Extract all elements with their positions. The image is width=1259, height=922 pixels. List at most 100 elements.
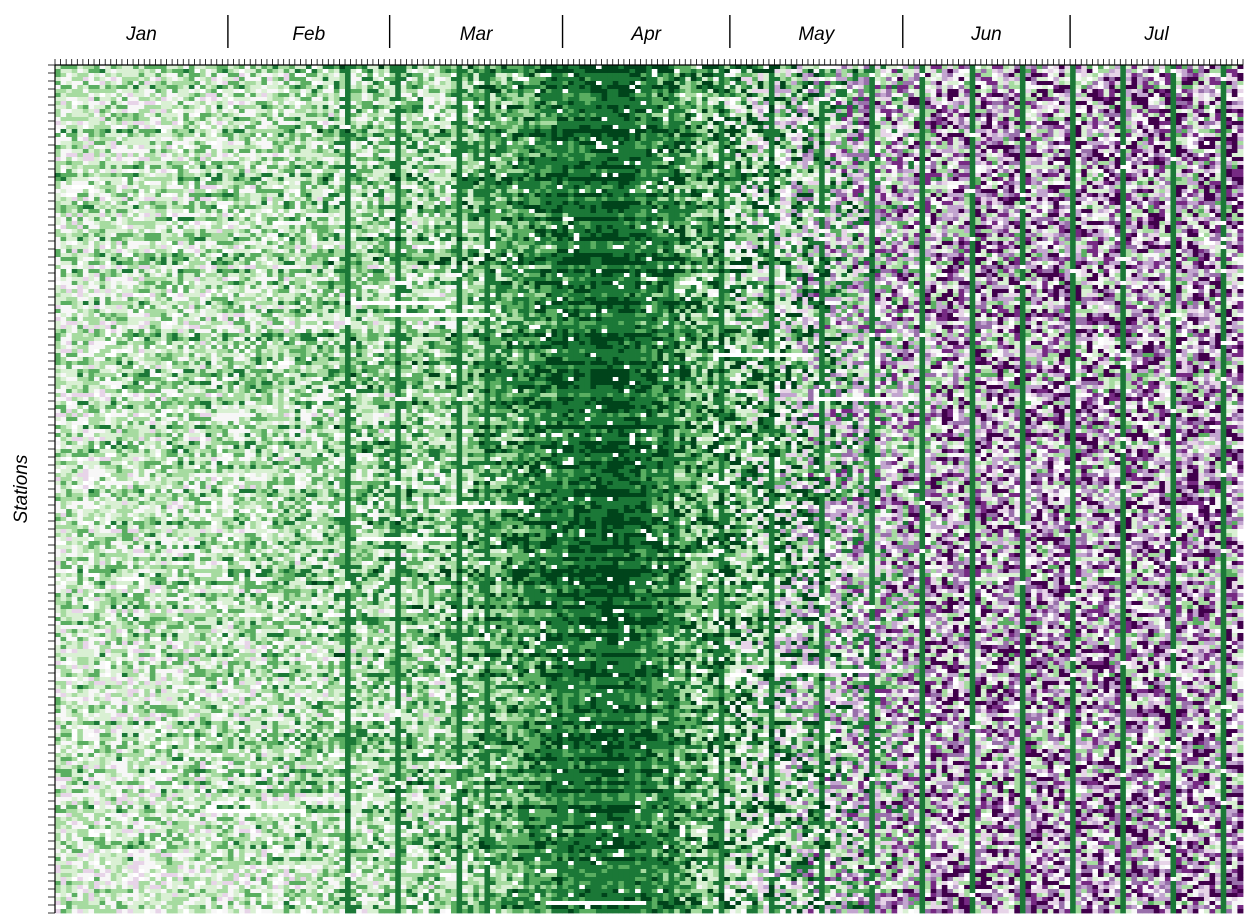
heatmap-cell [1198, 69, 1204, 73]
heatmap-cell [66, 117, 72, 121]
heatmap-cell [724, 73, 730, 77]
heatmap-cell [663, 69, 669, 73]
heatmap-cell [317, 105, 323, 109]
heatmap-cell [401, 93, 407, 97]
heatmap-cell [747, 97, 753, 101]
heatmap-cell [189, 77, 195, 81]
heatmap-cell [434, 105, 440, 109]
heatmap-cell [635, 125, 641, 129]
heatmap-cell [167, 113, 173, 117]
heatmap-cell [1193, 81, 1199, 85]
heatmap-cell [328, 105, 334, 109]
heatmap-cell [306, 77, 312, 81]
heatmap-cell [339, 73, 345, 77]
heatmap-cell [490, 109, 496, 113]
heatmap-cell [1176, 85, 1182, 89]
heatmap-cell [959, 97, 965, 101]
heatmap-cell [1204, 89, 1210, 93]
heatmap-cell [880, 113, 886, 117]
heatmap-cell [222, 81, 228, 85]
heatmap-cell [624, 81, 630, 85]
heatmap-cell [367, 101, 373, 105]
heatmap-cell [563, 125, 569, 129]
heatmap-cell [730, 109, 736, 113]
heatmap-cell [858, 89, 864, 93]
heatmap-cell [206, 97, 212, 101]
heatmap-cell [903, 85, 909, 89]
heatmap-cell [378, 65, 384, 69]
heatmap-cell [334, 121, 340, 125]
heatmap-cell [1092, 117, 1098, 121]
heatmap-cell [139, 85, 145, 89]
heatmap-cell [702, 121, 708, 125]
heatmap-cell [551, 125, 557, 129]
heatmap-cell [278, 125, 284, 129]
heatmap-cell [808, 105, 814, 109]
heatmap-cell [339, 125, 345, 129]
heatmap-cell [1237, 117, 1243, 121]
heatmap-cell [267, 89, 273, 93]
heatmap-cell [998, 65, 1004, 69]
heatmap-cell [953, 101, 959, 105]
heatmap-cell [574, 101, 580, 105]
heatmap-cell [1059, 69, 1065, 73]
heatmap-cell [920, 113, 926, 117]
heatmap-cell [585, 69, 591, 73]
heatmap-cell [657, 77, 663, 81]
heatmap-cell [568, 121, 574, 125]
heatmap-cell [295, 77, 301, 81]
heatmap-cell [77, 69, 83, 73]
heatmap-cell [278, 97, 284, 101]
heatmap-cell [769, 77, 775, 81]
heatmap-cell [496, 81, 502, 85]
heatmap-cell [741, 89, 747, 93]
heatmap-cell [206, 69, 212, 73]
heatmap-cell [1115, 121, 1121, 125]
heatmap-cell [613, 89, 619, 93]
heatmap-cell [183, 65, 189, 69]
heatmap-cell [239, 89, 245, 93]
heatmap-cell [1159, 105, 1165, 109]
heatmap-cell [1165, 93, 1171, 97]
heatmap-cell [261, 121, 267, 125]
heatmap-cell [1215, 105, 1221, 109]
heatmap-cell [239, 117, 245, 121]
heatmap-cell [641, 125, 647, 129]
heatmap-cell [624, 65, 630, 69]
heatmap-cell [925, 97, 931, 101]
heatmap-cell [440, 89, 446, 93]
heatmap-cell [189, 121, 195, 125]
heatmap-cell [484, 97, 490, 101]
heatmap-cell [496, 105, 502, 109]
heatmap-cell [161, 89, 167, 93]
heatmap-cell [468, 105, 474, 109]
heatmap-cell [970, 113, 976, 117]
heatmap-cell [412, 93, 418, 97]
heatmap-cell [178, 81, 184, 85]
heatmap-cell [312, 69, 318, 73]
heatmap-cell [847, 109, 853, 113]
heatmap-cell [172, 105, 178, 109]
heatmap-cell [942, 77, 948, 81]
heatmap-cell [936, 101, 942, 105]
heatmap-cell [708, 101, 714, 105]
heatmap-cell [596, 105, 602, 109]
heatmap-cell [183, 101, 189, 105]
heatmap-cell [1148, 121, 1154, 125]
heatmap-cell [273, 65, 279, 69]
heatmap-cell [1120, 113, 1126, 117]
heatmap-cell [512, 89, 518, 93]
heatmap-cell [88, 69, 94, 73]
heatmap-cell [1076, 113, 1082, 117]
heatmap-cell [1076, 89, 1082, 93]
heatmap-cell [825, 101, 831, 105]
heatmap-cell [1020, 77, 1026, 81]
heatmap-cell [328, 101, 334, 105]
heatmap-cell [211, 125, 217, 129]
heatmap-cell [769, 125, 775, 129]
heatmap-cell [317, 85, 323, 89]
heatmap-cell [1126, 101, 1132, 105]
heatmap-cell [903, 69, 909, 73]
heatmap-cell [273, 73, 279, 77]
heatmap-cell [551, 105, 557, 109]
